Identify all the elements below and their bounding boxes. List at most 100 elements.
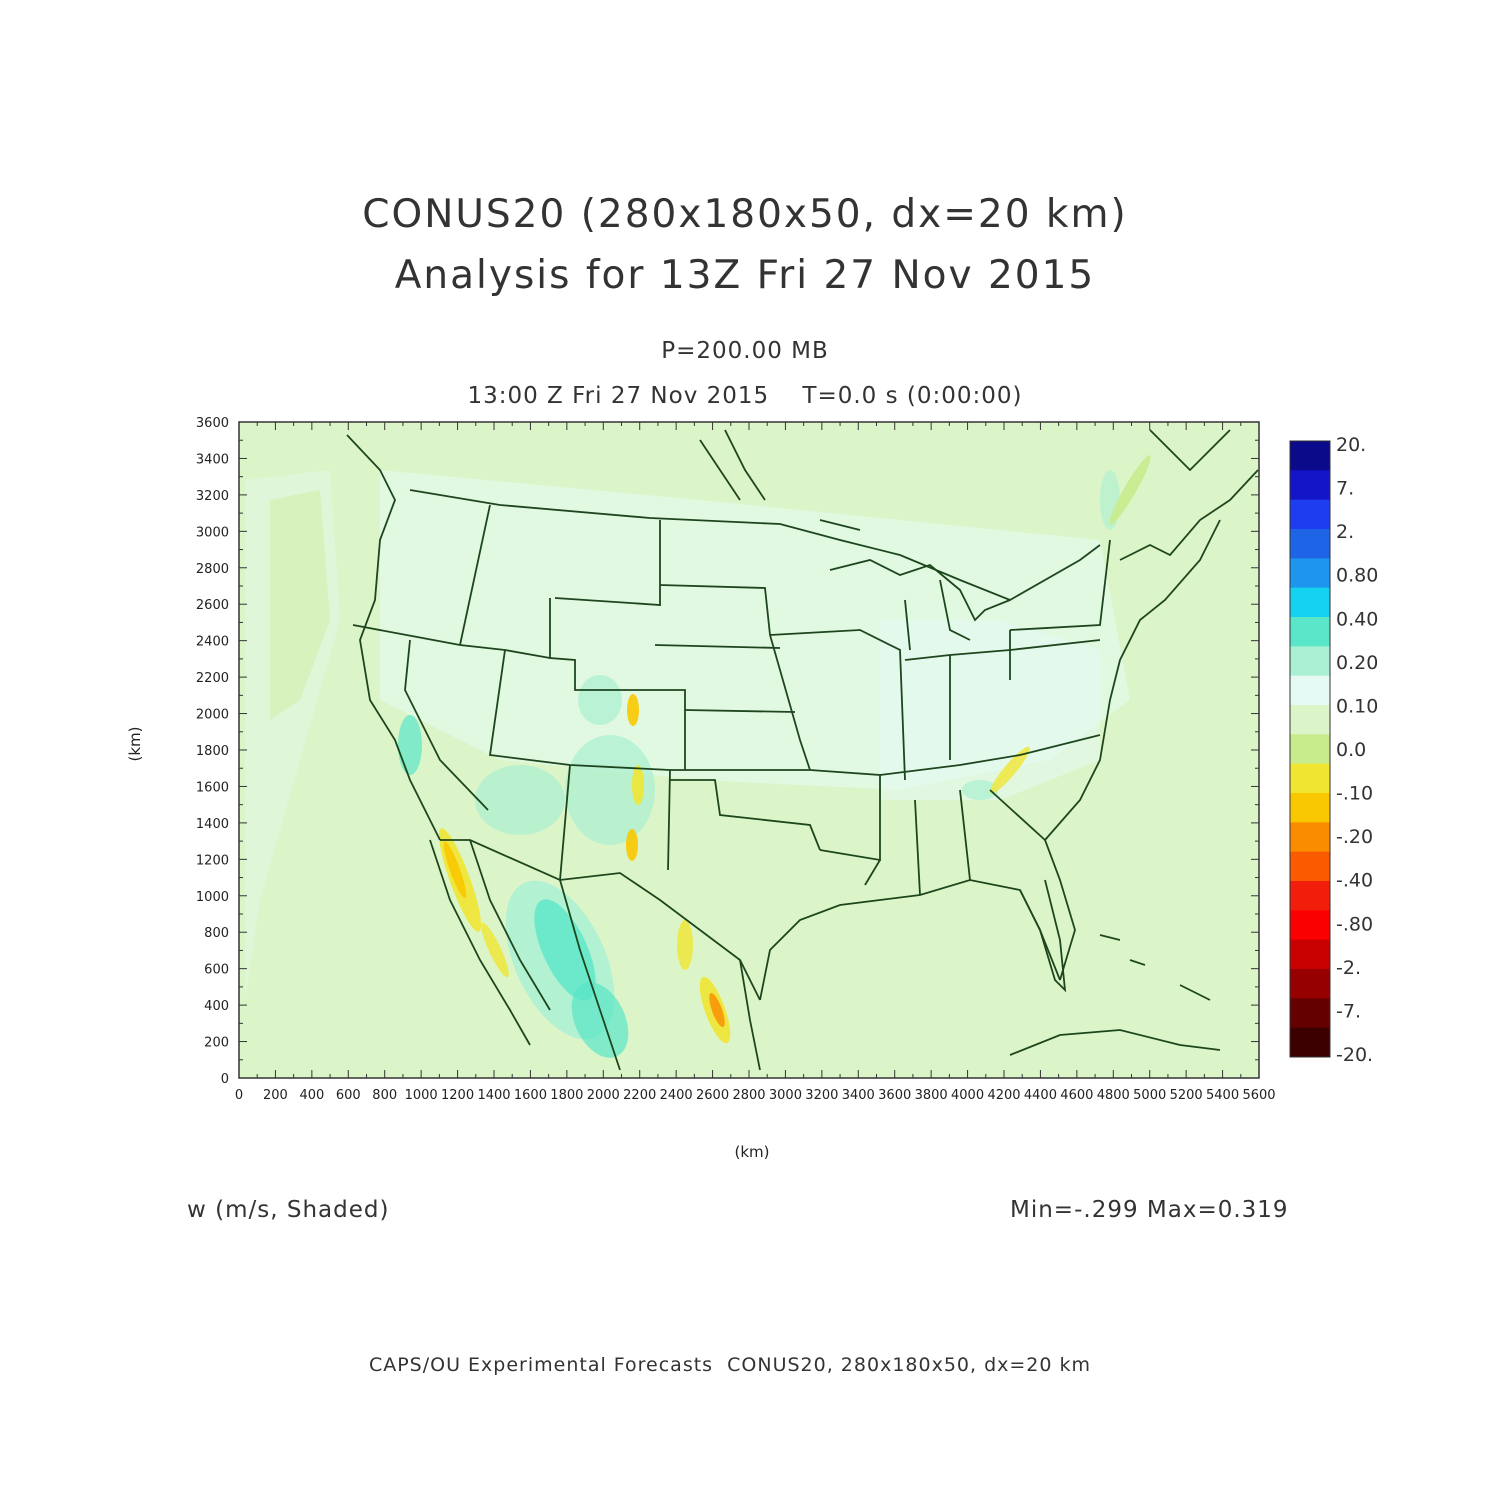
pressure-level: P=200.00 MB	[661, 338, 829, 364]
x-tick-label: 400	[299, 1088, 324, 1103]
colorbar-frame	[1289, 440, 1331, 1058]
light-region-nw-ocean-band	[270, 490, 330, 720]
colorbar-label: -.10	[1336, 783, 1373, 805]
y-tick-label: 1400	[196, 817, 229, 832]
x-tick-label: 3200	[805, 1088, 838, 1103]
upward-motion-nm	[565, 735, 655, 845]
x-tick-label: 1200	[441, 1088, 474, 1103]
x-tick-label: 4400	[1024, 1088, 1057, 1103]
y-axis-ticks: 0 200 400 600 800 1000 1200 1400 1600 1800 2000 220…	[196, 416, 1259, 1087]
y-tick-label: 1200	[196, 853, 229, 868]
colorbar-label: -2.	[1336, 957, 1361, 979]
downward-motion-texas	[677, 920, 693, 970]
upward-motion-appalachian	[962, 780, 998, 800]
colorbar-label: 0.10	[1336, 695, 1378, 717]
east-coast	[1043, 519, 1221, 981]
colorbar-label: 0.80	[1336, 565, 1378, 587]
colorbar-label: 2.	[1336, 521, 1354, 543]
downward-motion-baja-south	[481, 922, 509, 978]
colorbar-swatch	[1290, 881, 1330, 911]
x-tick-label: 5600	[1242, 1088, 1275, 1103]
colorbar-swatch	[1290, 969, 1330, 999]
y-tick-label: 2000	[196, 708, 229, 723]
colorbar: 20. 7. 2. 0.80 0.40 0.20 0.10 0.0 -.10 -.20 -.40 -.…	[1289, 434, 1378, 1066]
us-border-mexico	[440, 839, 761, 1001]
x-tick-label: 2200	[623, 1088, 656, 1103]
downward-motion-appalachian	[990, 746, 1030, 794]
colorbar-swatch	[1290, 734, 1330, 765]
colorbar-swatch	[1290, 910, 1330, 941]
light-region-ocean-west	[245, 470, 340, 1000]
colorbar-label: 0.40	[1336, 608, 1378, 630]
colorbar-swatch	[1290, 470, 1330, 501]
colorbar-label: 7.	[1336, 478, 1354, 500]
cuba	[1009, 1029, 1221, 1056]
x-tick-label: 1600	[514, 1088, 547, 1103]
mexico-coast	[559, 879, 761, 1071]
x-tick-label: 200	[263, 1088, 288, 1103]
maritimes	[1119, 469, 1259, 561]
y-tick-label: 200	[204, 1036, 229, 1051]
x-axis-ticks: 0 200 400 600 800 1000 1200 1400 1600 1800 2000 220…	[235, 422, 1276, 1103]
colorbar-label: -7.	[1336, 1000, 1361, 1022]
x-tick-label: 5400	[1206, 1088, 1239, 1103]
x-tick-label: 3800	[915, 1088, 948, 1103]
title-line-2: Analysis for 13Z Fri 27 Nov 2015	[394, 253, 1096, 298]
y-tick-label: 0	[221, 1072, 229, 1087]
colorbar-label: -20.	[1336, 1044, 1373, 1066]
y-tick-label: 2400	[196, 635, 229, 650]
downward-motion-ne	[1109, 455, 1151, 525]
colorbar-swatch	[1290, 529, 1330, 559]
x-tick-label: 1400	[477, 1088, 510, 1103]
footer-credit: CAPS/OU Experimental Forecasts CONUS20, …	[368, 1354, 1092, 1376]
upward-motion-mexico-core	[534, 899, 596, 1001]
x-tick-label: 2800	[732, 1088, 765, 1103]
baja-california	[429, 839, 551, 1046]
x-tick-label: 4800	[1097, 1088, 1130, 1103]
x-tick-label: 5200	[1170, 1088, 1203, 1103]
y-tick-label: 2600	[196, 598, 229, 613]
colorbar-label: -.40	[1336, 870, 1373, 892]
colorbar-swatch	[1290, 499, 1330, 530]
x-tick-label: 5000	[1133, 1088, 1166, 1103]
x-tick-label: 2000	[587, 1088, 620, 1103]
great-lakes	[829, 559, 1011, 651]
x-tick-label: 4000	[951, 1088, 984, 1103]
colorbar-swatch	[1290, 617, 1330, 647]
colorbar-label: 20.	[1336, 434, 1366, 456]
florida	[1019, 879, 1067, 993]
y-axis-label: (km)	[126, 726, 144, 762]
boundaries	[346, 429, 1259, 1071]
colorbar-swatch	[1290, 939, 1330, 970]
y-tick-label: 3600	[196, 416, 229, 431]
y-tick-label: 2800	[196, 562, 229, 577]
downward-motion-gulf-california-core	[443, 841, 467, 899]
us-border-canada	[409, 489, 1101, 601]
x-tick-label: 2600	[696, 1088, 729, 1103]
canada-islands	[699, 429, 1231, 531]
x-tick-label: 3600	[878, 1088, 911, 1103]
y-tick-label: 2200	[196, 671, 229, 686]
x-tick-label: 600	[336, 1088, 361, 1103]
x-axis-label: (km)	[734, 1143, 770, 1161]
y-tick-label: 800	[204, 926, 229, 941]
colorbar-label: 0.20	[1336, 652, 1378, 674]
colorbar-swatch	[1290, 705, 1330, 735]
x-tick-label: 0	[235, 1088, 243, 1103]
us-coastline-west	[346, 434, 441, 841]
y-tick-label: 3200	[196, 489, 229, 504]
y-tick-label: 600	[204, 963, 229, 978]
y-tick-label: 1800	[196, 744, 229, 759]
colorbar-swatch	[1290, 822, 1330, 853]
x-tick-label: 1800	[550, 1088, 583, 1103]
x-tick-label: 4600	[1060, 1088, 1093, 1103]
upward-motion-mexico-south	[571, 982, 629, 1058]
upward-motion-nevada	[398, 715, 422, 775]
min-max-label: Min=-.299 Max=0.319	[1010, 1197, 1289, 1223]
colorbar-label: -.80	[1336, 913, 1373, 935]
colorbar-swatch	[1290, 763, 1330, 794]
upward-motion-arizona	[475, 765, 565, 835]
bahamas	[1099, 934, 1211, 1001]
colorbar-swatch	[1290, 998, 1330, 1029]
